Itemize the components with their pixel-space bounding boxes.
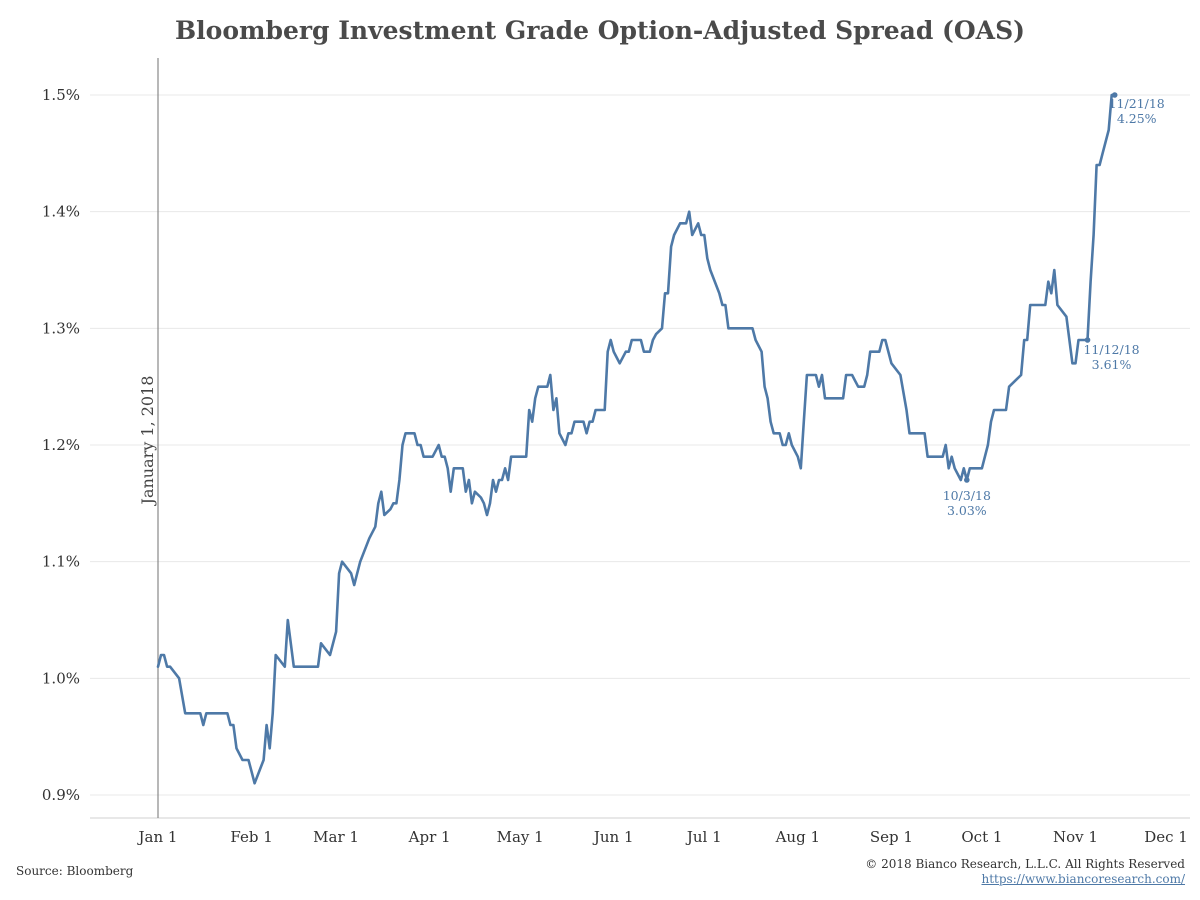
x-tick-label: May 1 (497, 828, 544, 846)
source-note: Source: Bloomberg (16, 864, 134, 878)
y-tick-label: 1.0% (42, 669, 80, 687)
annotation-point (964, 477, 970, 483)
y-tick-label: 1.2% (42, 436, 80, 454)
gridlines (90, 94, 1190, 796)
x-tick-label: Dec 1 (1144, 828, 1188, 846)
x-tick-label: Aug 1 (775, 828, 820, 846)
x-tick-label: Jun 1 (592, 828, 634, 846)
annotation-label: 10/3/18 (943, 488, 991, 503)
annotation-label: 3.61% (1092, 357, 1132, 372)
reference-line-label: January 1, 2018 (138, 376, 157, 507)
y-tick-label: 0.9% (42, 786, 80, 804)
annotation-label: 4.25% (1117, 111, 1157, 126)
y-tick-label: 1.1% (42, 553, 80, 571)
series-line (156, 93, 1116, 785)
x-tick-label: Jan 1 (137, 828, 178, 846)
x-tick-label: Sep 1 (870, 828, 913, 846)
annotation-point (1111, 92, 1118, 98)
x-axis: Jan 1 Feb 1 Mar 1 Apr 1 May 1 Jun 1 Jul 1 Aug 1… (90, 817, 1190, 846)
annotation-label: 11/21/18 (1109, 96, 1165, 111)
annotation-label: 3.03% (947, 503, 987, 518)
y-tick-label: 1.3% (42, 319, 80, 337)
y-tick-label: 1.5% (42, 86, 80, 104)
annotations: 11/21/184.25% 11/12/183.61% 10/3/183.03% (943, 92, 1165, 518)
reference-line: January 1, 2018 (138, 58, 159, 818)
x-tick-label: Oct 1 (961, 828, 1002, 846)
x-tick-label: Jul 1 (685, 828, 722, 846)
annotation-point (1084, 337, 1091, 343)
series (156, 93, 1116, 785)
copyright-note: © 2018 Bianco Research, L.L.C. All Right… (865, 857, 1185, 871)
annotation-label: 11/12/18 (1083, 342, 1139, 357)
x-tick-label: Feb 1 (230, 828, 272, 846)
y-axis: 0.9% 1.0% 1.1% 1.2% 1.3% 1.4% 1.5% (42, 86, 80, 804)
website-link[interactable]: https://www.biancoresearch.com/ (981, 872, 1185, 886)
chart-title: Bloomberg Investment Grade Option-Adjust… (175, 16, 1025, 45)
x-tick-label: Nov 1 (1053, 828, 1098, 846)
x-tick-label: Apr 1 (408, 828, 451, 846)
x-tick-label: Mar 1 (313, 828, 359, 846)
y-tick-label: 1.4% (42, 203, 80, 221)
